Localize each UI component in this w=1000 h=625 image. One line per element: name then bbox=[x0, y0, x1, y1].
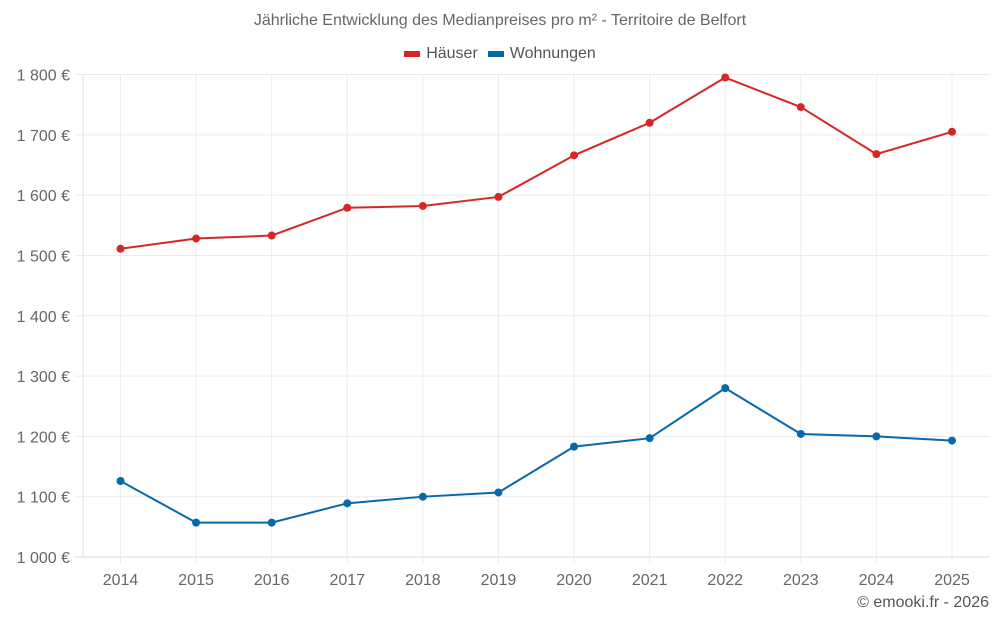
x-tick-label: 2018 bbox=[405, 572, 441, 589]
y-tick-label: 1 600 € bbox=[17, 188, 70, 205]
series-layer bbox=[116, 73, 956, 527]
x-tick-label: 2016 bbox=[254, 572, 290, 589]
data-point-haeuser bbox=[192, 234, 201, 243]
data-point-haeuser bbox=[116, 244, 125, 253]
chart-title: Jährliche Entwicklung des Medianpreises … bbox=[253, 12, 747, 29]
data-point-haeuser bbox=[645, 118, 654, 127]
data-point-wohnungen bbox=[721, 384, 730, 393]
data-point-wohnungen bbox=[796, 429, 805, 438]
series-line-wohnungen bbox=[120, 387, 953, 524]
x-tick-label: 2023 bbox=[783, 572, 819, 589]
series-line-haeuser bbox=[120, 76, 953, 250]
data-point-haeuser bbox=[418, 201, 427, 210]
data-point-wohnungen bbox=[494, 488, 503, 497]
data-point-wohnungen bbox=[948, 436, 956, 445]
legend-label-wohnungen: Wohnungen bbox=[509, 45, 596, 62]
data-point-haeuser bbox=[796, 103, 805, 112]
legend-item-haeuser[interactable]: Häuser bbox=[404, 45, 478, 63]
x-tick-label: 2025 bbox=[934, 572, 970, 589]
y-tick-label: 1 200 € bbox=[17, 429, 70, 446]
data-point-wohnungen bbox=[570, 442, 579, 451]
data-point-haeuser bbox=[570, 151, 579, 160]
y-tick-label: 1 100 € bbox=[17, 490, 70, 507]
data-point-wohnungen bbox=[267, 518, 276, 527]
data-point-haeuser bbox=[343, 203, 352, 212]
data-point-haeuser bbox=[948, 127, 956, 136]
legend-label-haeuser: Häuser bbox=[426, 45, 478, 62]
data-point-haeuser bbox=[721, 73, 730, 82]
data-point-haeuser bbox=[494, 192, 503, 201]
legend-swatch-haeuser bbox=[404, 51, 421, 57]
x-tick-label: 2021 bbox=[632, 572, 668, 589]
credit-text: © emooki.fr - 2026 bbox=[857, 594, 989, 611]
x-axis: 2014 2015 2016 2017 2018 2019 2020 2021 2022 2023… bbox=[103, 572, 970, 589]
y-tick-label: 1 500 € bbox=[17, 248, 70, 265]
data-point-wohnungen bbox=[192, 518, 201, 527]
x-tick-label: 2014 bbox=[103, 572, 139, 589]
x-tick-label: 2020 bbox=[556, 572, 592, 589]
legend-item-wohnungen[interactable]: Wohnungen bbox=[487, 45, 596, 63]
x-tick-label: 2019 bbox=[481, 572, 517, 589]
y-tick-label: 1 000 € bbox=[17, 550, 70, 567]
data-point-wohnungen bbox=[343, 499, 352, 508]
data-point-wohnungen bbox=[872, 432, 881, 441]
y-tick-label: 1 300 € bbox=[17, 369, 70, 386]
x-tick-label: 2022 bbox=[707, 572, 743, 589]
x-tick-label: 2015 bbox=[178, 572, 214, 589]
legend-swatch-wohnungen bbox=[487, 51, 504, 57]
x-tick-label: 2024 bbox=[859, 572, 895, 589]
data-point-wohnungen bbox=[645, 434, 654, 443]
legend: Häuser Wohnungen bbox=[0, 45, 1000, 63]
y-tick-label: 1 400 € bbox=[17, 309, 70, 326]
data-point-wohnungen bbox=[116, 477, 125, 486]
x-tick-label: 2017 bbox=[329, 572, 365, 589]
data-point-wohnungen bbox=[418, 492, 427, 501]
grid bbox=[75, 74, 990, 563]
y-axis: 1 000 € 1 100 € 1 200 € 1 300 € 1 400 € 1 500… bbox=[17, 68, 70, 568]
data-point-haeuser bbox=[872, 150, 881, 159]
y-tick-label: 1 700 € bbox=[17, 128, 70, 145]
y-tick-label: 1 800 € bbox=[17, 68, 70, 85]
data-point-haeuser bbox=[267, 231, 276, 240]
